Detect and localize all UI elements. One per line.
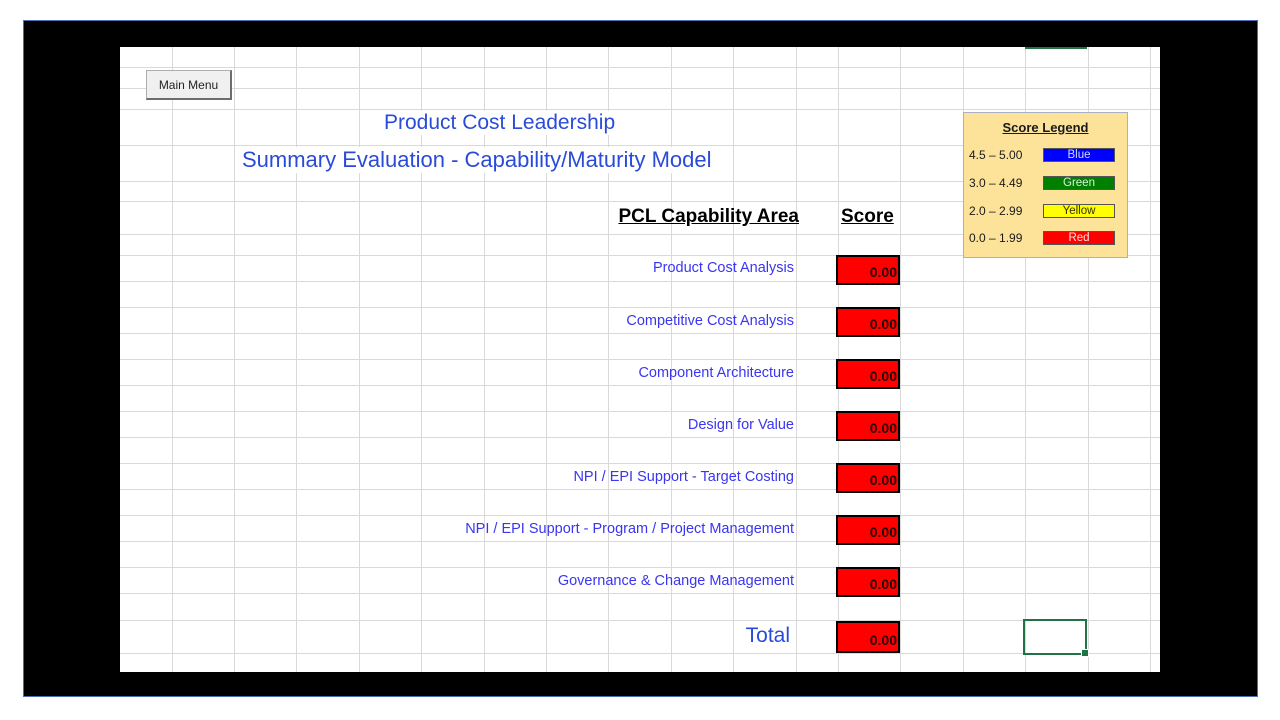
capability-label: NPI / EPI Support - Target Costing [573, 469, 794, 485]
column-selection-marker [1025, 47, 1087, 49]
legend-range: 4.5 – 5.00 [969, 148, 1023, 162]
legend-swatch-green: Green [1043, 176, 1115, 190]
gridline-horizontal [120, 515, 1160, 516]
capability-label: Governance & Change Management [557, 573, 794, 589]
legend-item: 2.0 – 2.99 Yellow [969, 202, 1124, 220]
gridline-horizontal [120, 201, 1160, 202]
gridline-horizontal [120, 411, 1160, 412]
gridline-horizontal [120, 234, 1160, 235]
gridline-horizontal [120, 333, 1160, 334]
legend-range: 3.0 – 4.49 [969, 176, 1023, 190]
capability-label: Design for Value [687, 417, 794, 433]
gridline-horizontal [120, 109, 1160, 110]
legend-swatch-yellow: Yellow [1043, 204, 1115, 218]
page-subtitle: Summary Evaluation - Capability/Maturity… [242, 147, 712, 173]
capability-label: Competitive Cost Analysis [626, 313, 794, 329]
legend-item: 0.0 – 1.99 Red [969, 229, 1124, 247]
gridline-horizontal [120, 145, 1160, 146]
gridline-horizontal [120, 489, 1160, 490]
page-title: Product Cost Leadership [384, 111, 616, 135]
capability-label: Component Architecture [638, 365, 794, 381]
score-cell[interactable]: 0.00 [836, 307, 900, 337]
capability-label: Product Cost Analysis [652, 260, 794, 276]
score-cell[interactable]: 0.00 [836, 411, 900, 441]
gridline-horizontal [120, 181, 1160, 182]
score-cell[interactable]: 0.00 [836, 515, 900, 545]
gridline-horizontal [120, 620, 1160, 621]
legend-range: 2.0 – 2.99 [969, 204, 1023, 218]
legend-item: 4.5 – 5.00 Blue [969, 146, 1124, 164]
score-cell[interactable]: 0.00 [836, 255, 900, 285]
score-header: Score [841, 206, 894, 227]
score-legend: Score Legend 4.5 – 5.00 Blue 3.0 – 4.49 … [963, 112, 1128, 258]
gridline-horizontal [120, 567, 1160, 568]
score-cell[interactable]: 0.00 [836, 567, 900, 597]
legend-item: 3.0 – 4.49 Green [969, 174, 1124, 192]
gridline-horizontal [120, 88, 1160, 89]
gridline-horizontal [120, 255, 1160, 256]
capability-label: NPI / EPI Support - Program / Project Ma… [465, 521, 794, 537]
legend-swatch-red: Red [1043, 231, 1115, 245]
total-score-cell[interactable]: 0.00 [836, 621, 900, 653]
total-label: Total [745, 624, 790, 647]
legend-swatch-blue: Blue [1043, 148, 1115, 162]
spreadsheet-area[interactable]: Main Menu Product Cost Leadership Summar… [120, 47, 1160, 672]
gridline-horizontal [120, 593, 1160, 594]
gridline-horizontal [120, 437, 1160, 438]
gridline-horizontal [120, 541, 1160, 542]
main-menu-button[interactable]: Main Menu [146, 70, 232, 100]
gridline-horizontal [120, 307, 1160, 308]
legend-range: 0.0 – 1.99 [969, 231, 1023, 245]
fill-handle[interactable] [1081, 649, 1089, 657]
gridline-horizontal [120, 281, 1160, 282]
capability-area-header: PCL Capability Area [618, 206, 799, 227]
active-cell-selection[interactable] [1023, 619, 1089, 657]
gridline-horizontal [120, 67, 1160, 68]
gridline-horizontal [120, 359, 1160, 360]
gridline-horizontal [120, 385, 1160, 386]
gridline-horizontal [120, 653, 1160, 654]
score-cell[interactable]: 0.00 [836, 463, 900, 493]
gridline-horizontal [120, 463, 1160, 464]
score-cell[interactable]: 0.00 [836, 359, 900, 389]
legend-title: Score Legend [1002, 120, 1089, 135]
